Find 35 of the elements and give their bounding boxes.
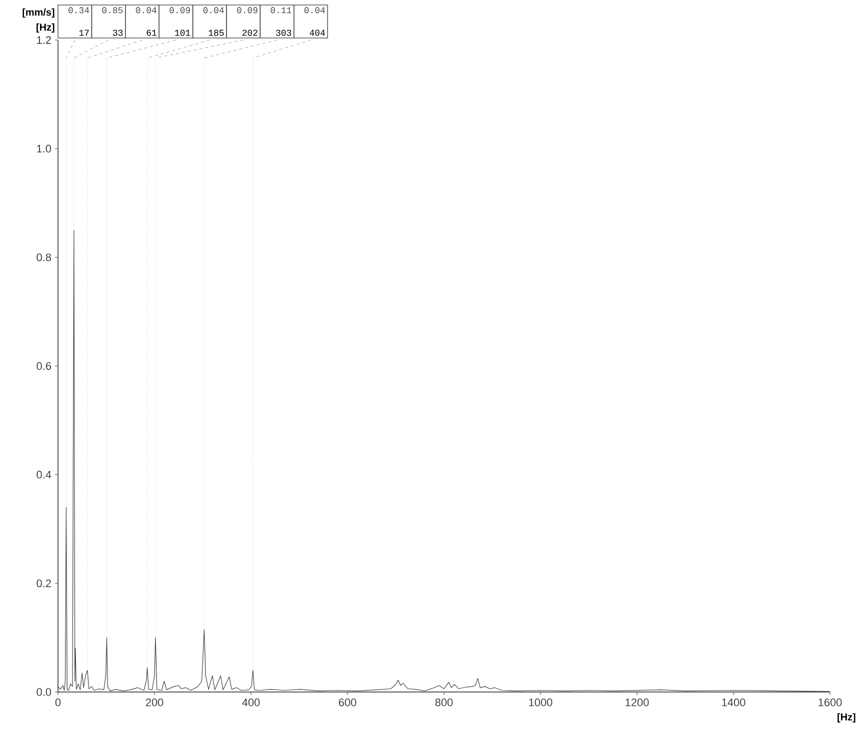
- y-tick-label: 0.4: [36, 470, 52, 479]
- text: 0.09: [237, 7, 258, 14]
- ref-line-label: 185: [208, 30, 224, 36]
- ref-line-label: 61: [146, 30, 156, 36]
- ref-line-label: 303: [276, 30, 292, 36]
- x-tick-label: 1600: [818, 698, 842, 706]
- y-tick-label: 0.8: [36, 253, 52, 262]
- ref-line-label: 404: [310, 30, 325, 36]
- text: 0.34: [68, 7, 90, 14]
- text: [Hz]: [36, 23, 54, 33]
- y-axis-title: [mm/s]: [22, 8, 54, 18]
- ref-line-label: 17: [79, 30, 89, 36]
- x-tick-label: 1400: [722, 698, 746, 706]
- x-tick-label: 0: [55, 698, 61, 706]
- ref-line-label: 33: [113, 30, 123, 36]
- ref-line-label: 101: [175, 30, 190, 36]
- x-tick-label: 1200: [626, 698, 649, 706]
- text: 0.09: [170, 7, 190, 14]
- text: 0.04: [304, 7, 325, 14]
- ref-line-label: 202: [242, 30, 258, 36]
- x-axis-title: [Hz]: [838, 713, 856, 722]
- y-tick-label: 0.6: [36, 362, 52, 370]
- y-tick-label: 1.0: [37, 144, 52, 153]
- text: 0.04: [203, 7, 224, 14]
- text: 0.11: [270, 7, 292, 14]
- x-tick-label: 1000: [529, 698, 552, 706]
- x-tick-label: 200: [146, 698, 164, 706]
- x-tick-label: 600: [338, 698, 356, 706]
- text: 0.85: [102, 7, 123, 14]
- x-tick-label: 800: [435, 698, 453, 706]
- text: 0.04: [136, 7, 156, 14]
- x-tick-label: 400: [242, 698, 260, 706]
- y-tick-label: 0.0: [36, 688, 52, 696]
- y-tick-label: 1.2: [37, 36, 51, 44]
- y-tick-label: 0.2: [36, 579, 51, 588]
